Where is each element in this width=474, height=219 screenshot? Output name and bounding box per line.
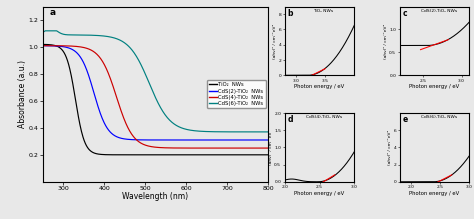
Legend: TiO₂  NWs, CdS(2)-TiO₂  NWs, CdS(4)-TiO₂  NWs, CdS(6)-TiO₂  NWs: TiO₂ NWs, CdS(2)-TiO₂ NWs, CdS(4)-TiO₂ N… [207, 80, 265, 108]
Y-axis label: (ahν)² / cm⁻¹eV²: (ahν)² / cm⁻¹eV² [388, 130, 392, 165]
X-axis label: Wavelength (nm): Wavelength (nm) [122, 192, 189, 201]
X-axis label: Photon energy / eV: Photon energy / eV [410, 191, 460, 196]
Text: a: a [49, 8, 55, 17]
Text: CdS(2)-TiO₂ NWs: CdS(2)-TiO₂ NWs [420, 9, 456, 13]
X-axis label: Photon energy / eV: Photon energy / eV [410, 84, 460, 89]
Text: c: c [402, 9, 407, 18]
Text: d: d [287, 115, 293, 124]
Y-axis label: (ahν)² / cm⁻¹eV²: (ahν)² / cm⁻¹eV² [384, 23, 388, 58]
X-axis label: Photon energy / eV: Photon energy / eV [294, 84, 345, 89]
Text: e: e [402, 115, 408, 124]
Y-axis label: Absorbance (a.u.): Absorbance (a.u.) [18, 60, 27, 128]
Text: CdS(4)-TiO₂ NWs: CdS(4)-TiO₂ NWs [306, 115, 342, 119]
Text: TiO₂ NWs: TiO₂ NWs [312, 9, 333, 13]
Text: CdS(6)-TiO₂ NWs: CdS(6)-TiO₂ NWs [420, 115, 456, 119]
Text: b: b [287, 9, 293, 18]
Y-axis label: (ahν)² / cm⁻¹eV²: (ahν)² / cm⁻¹eV² [269, 130, 273, 165]
Y-axis label: (ahν)² / cm⁻¹eV²: (ahν)² / cm⁻¹eV² [273, 23, 277, 58]
X-axis label: Photon energy / eV: Photon energy / eV [294, 191, 345, 196]
